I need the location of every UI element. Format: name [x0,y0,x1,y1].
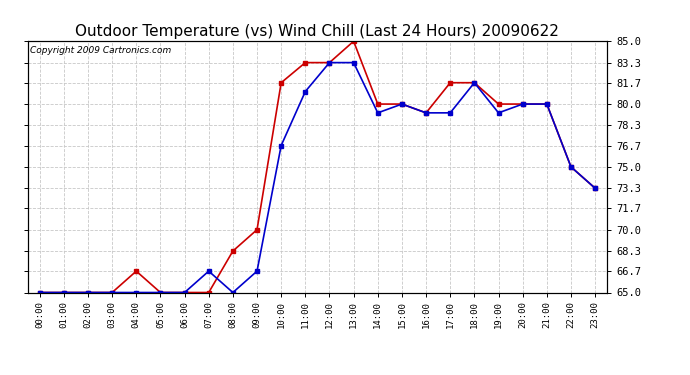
Title: Outdoor Temperature (vs) Wind Chill (Last 24 Hours) 20090622: Outdoor Temperature (vs) Wind Chill (Las… [75,24,560,39]
Text: Copyright 2009 Cartronics.com: Copyright 2009 Cartronics.com [30,46,172,55]
